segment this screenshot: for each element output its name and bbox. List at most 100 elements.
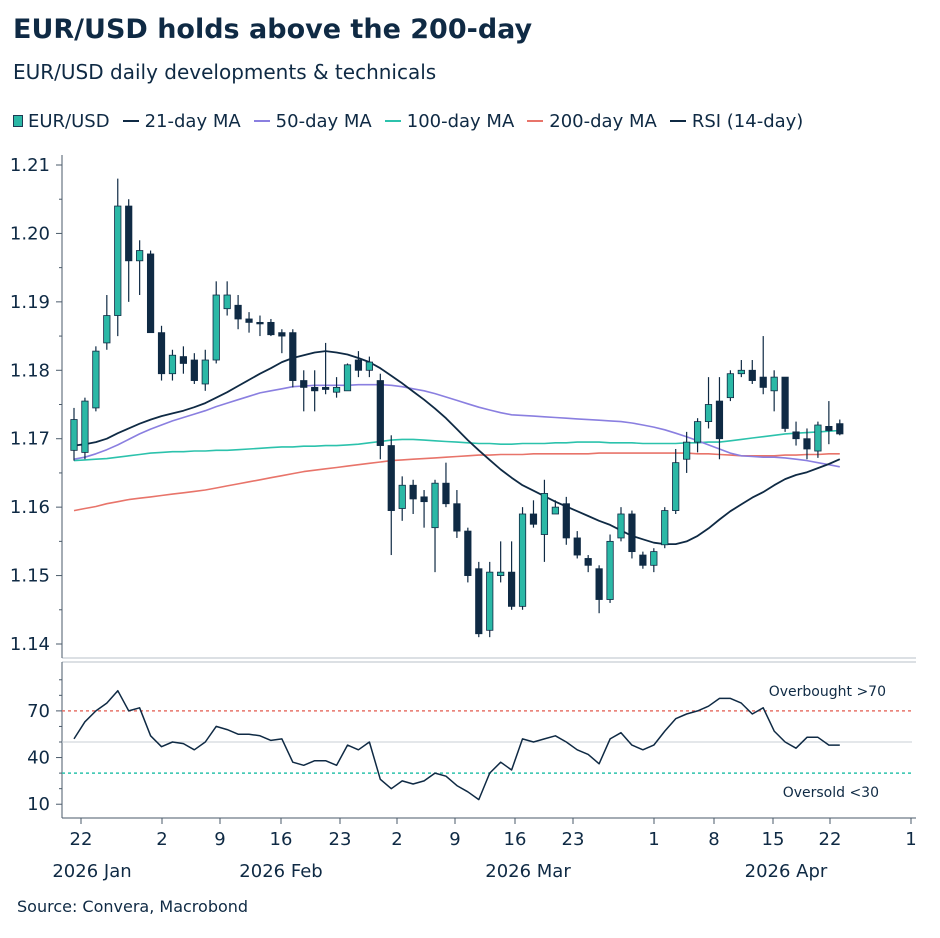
x-tick-label: 9 [214,829,225,850]
candle-body [650,551,658,566]
candle-body [683,441,691,460]
ma100-line [73,429,840,462]
candle-body [157,332,166,375]
candle-body [354,359,363,371]
candle-body [584,558,592,566]
legend-item-ma50: 50-day MA [253,111,372,132]
candle-body [409,484,417,500]
x-tick-label: 9 [449,829,460,850]
candle-body [376,380,384,446]
price-tick-label: 1.14 [10,634,50,655]
x-tick-label: 8 [708,829,719,850]
candle-body [387,445,395,511]
ma200-line [73,452,840,512]
candle-body [475,568,483,635]
rsi-tick-label: 70 [27,701,50,722]
price-tick-label: 1.21 [10,155,50,176]
price-tick-label: 1.20 [10,223,50,244]
candle-body [507,571,516,607]
candle-body [759,376,767,388]
candle-body [562,503,570,539]
x-month-label: 2026 Apr [745,861,828,882]
candle-body [136,250,144,262]
line-swatch-icon [669,120,686,122]
x-month-label: 2026 Feb [239,861,322,882]
legend-item-rsi: RSI (14-day) [669,110,804,132]
x-tick-label: 23 [329,829,352,850]
x-month-label: 2026 Mar [485,861,571,882]
candle-body [398,484,406,509]
candle-body [540,493,549,535]
candle-body [245,318,253,323]
candle-body [223,294,231,310]
candle-body [278,332,286,337]
candle-body [726,373,735,399]
candle-body [814,424,822,452]
legend-label: 200-day MA [549,110,657,132]
ma21-line [73,350,841,545]
x-month-label: 2026 Jan [52,861,131,882]
legend-label: EUR/USD [28,110,110,132]
candle-body [92,350,100,409]
legend-item-ma100: 100-day MA [384,110,515,132]
candle-body [628,513,636,553]
candle-body [606,540,614,600]
candle-body [103,315,111,344]
candle-body [343,364,352,392]
oversold-label: Oversold <30 [783,785,879,801]
candle-body [300,380,308,388]
candle-body [770,376,778,392]
rsi-line [73,689,840,801]
candle-body [792,431,800,440]
candle-body [322,386,330,390]
legend-item-ma200: 200-day MA [527,111,657,132]
candle-body [672,462,680,511]
candle-body [836,423,844,435]
candle-body [551,506,559,515]
price-tick-label: 1.18 [10,360,50,381]
legend-label: RSI (14-day) [691,110,804,132]
candle-body [256,321,264,325]
candle-body [289,332,297,381]
candle-body [704,404,713,423]
legend-item-ma21: 21-day MA [122,110,241,132]
candle-body [179,356,187,364]
x-tick-label: 16 [504,829,527,850]
candle-body [781,376,789,429]
candle-body [693,421,702,443]
legend-label: 100-day MA [406,110,515,132]
candle-body [267,321,275,336]
candle-body [529,513,538,525]
candle-body [190,359,198,381]
candle-body [81,400,89,453]
candle-body [617,513,625,539]
candle-body [737,369,745,375]
candle-body [70,419,78,451]
candle-body [497,571,505,576]
x-tick-label: 2 [391,829,402,850]
source-note: Source: Convera, Macrobond [17,897,249,916]
candle-body [825,425,833,431]
candle-body [114,205,122,316]
legend-label: 21-day MA [144,110,241,132]
candle-body [715,400,724,440]
candle-swatch-icon [13,115,23,127]
candle-body [125,205,133,262]
x-tick-label: 22 [819,829,842,850]
candle-body [201,359,209,385]
x-tick-label: 16 [270,829,293,850]
candle-body [803,438,811,450]
candle-body [518,513,527,607]
chart-subtitle: EUR/USD daily developments & technicals [13,60,437,84]
candle-body [234,304,242,320]
x-tick-label: 15 [762,829,785,850]
candle-body [486,571,494,631]
candle-body [212,294,220,361]
overbought-label: Overbought >70 [769,684,886,700]
legend-item-eurusd: EUR/USD [13,111,110,132]
x-tick-label: 1 [905,829,916,850]
price-tick-label: 1.17 [10,429,50,450]
candle-body [146,253,155,334]
candle-body [661,510,669,546]
